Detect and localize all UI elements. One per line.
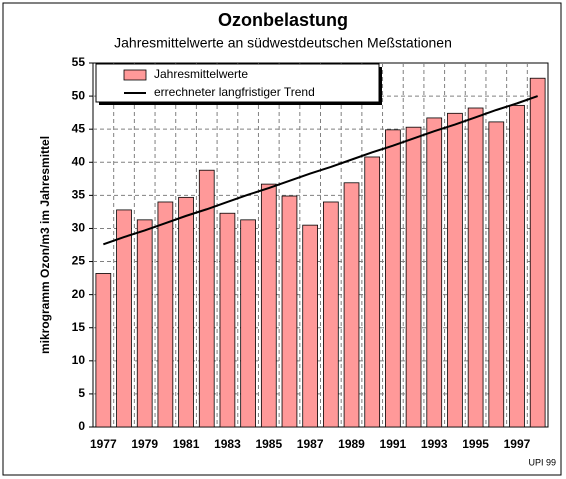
chart-title: Ozonbelastung xyxy=(218,10,348,30)
legend-label: errechneter langfristiger Trend xyxy=(154,85,315,99)
x-tick-label: 1991 xyxy=(380,437,407,451)
annotation: UPI 99 xyxy=(528,457,556,467)
x-tick-label: 1997 xyxy=(504,437,531,451)
x-tick-label: 1981 xyxy=(173,437,200,451)
y-tick-label: 15 xyxy=(72,320,86,334)
y-tick-label: 25 xyxy=(72,254,86,268)
bar xyxy=(116,209,132,428)
y-tick-label: 0 xyxy=(78,419,85,433)
y-tick-label: 50 xyxy=(72,88,86,102)
x-tick-label: 1983 xyxy=(214,437,241,451)
bar xyxy=(529,77,546,428)
bar xyxy=(509,104,525,428)
x-tick-label: 1989 xyxy=(338,437,365,451)
y-tick-label: 35 xyxy=(72,188,86,202)
y-axis-label: mikrogramm Ozon/m3 im Jahresmittel xyxy=(38,136,52,354)
bar xyxy=(322,201,339,428)
bar xyxy=(488,121,505,428)
y-tick-label: 10 xyxy=(72,353,86,367)
bar xyxy=(198,169,215,428)
y-tick-label: 45 xyxy=(72,121,86,135)
bar xyxy=(467,107,484,428)
x-tick-label: 1979 xyxy=(131,437,158,451)
bar xyxy=(302,224,319,428)
bar xyxy=(343,182,360,428)
y-tick-label: 20 xyxy=(72,287,86,301)
x-tick-label: 1993 xyxy=(421,437,448,451)
bar xyxy=(136,219,153,428)
bar xyxy=(178,196,194,428)
trend-line xyxy=(103,95,538,246)
bar xyxy=(426,117,443,428)
bar xyxy=(240,219,256,428)
bar xyxy=(385,129,401,428)
legend-swatch xyxy=(123,69,147,81)
y-tick-label: 40 xyxy=(72,154,86,168)
y-tick-label: 5 xyxy=(78,386,85,400)
bar xyxy=(405,126,422,428)
x-tick-label: 1977 xyxy=(90,437,117,451)
y-tick-label: 30 xyxy=(72,221,86,235)
bar xyxy=(364,156,381,428)
y-tick-label: 55 xyxy=(72,55,86,69)
bar xyxy=(95,273,112,428)
bar xyxy=(260,183,277,428)
chart-subtitle: Jahresmittelwerte an südwestdeutschen Me… xyxy=(114,35,452,51)
bar xyxy=(281,195,298,428)
x-tick-label: 1987 xyxy=(297,437,324,451)
x-tick-label: 1995 xyxy=(462,437,489,451)
legend-label: Jahresmittelwerte xyxy=(154,67,248,81)
bar xyxy=(219,212,236,428)
bar xyxy=(157,201,174,428)
x-tick-label: 1985 xyxy=(255,437,282,451)
bar xyxy=(447,112,463,428)
